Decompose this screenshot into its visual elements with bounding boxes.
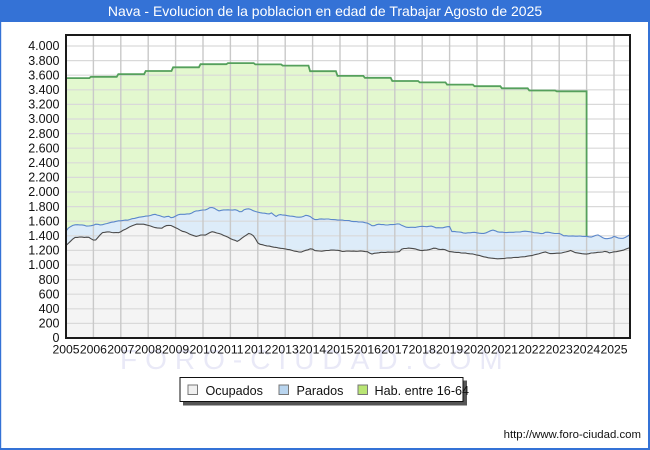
svg-text:1.800: 1.800 <box>28 200 59 214</box>
svg-text:200: 200 <box>39 317 60 331</box>
svg-text:2.800: 2.800 <box>28 127 59 141</box>
svg-text:2008: 2008 <box>135 343 162 357</box>
svg-text:Parados: Parados <box>297 384 344 398</box>
svg-text:2017: 2017 <box>381 343 408 357</box>
svg-text:2006: 2006 <box>80 343 107 357</box>
svg-text:1.200: 1.200 <box>28 244 59 258</box>
svg-text:2021: 2021 <box>491 343 518 357</box>
svg-text:2013: 2013 <box>272 343 299 357</box>
svg-text:2025: 2025 <box>600 343 627 357</box>
svg-text:2005: 2005 <box>52 343 79 357</box>
svg-text:1.600: 1.600 <box>28 214 59 228</box>
svg-text:0: 0 <box>53 331 60 345</box>
svg-text:1.000: 1.000 <box>28 258 59 272</box>
svg-text:2007: 2007 <box>107 343 134 357</box>
svg-text:Nava - Evolucion de la poblaci: Nava - Evolucion de la poblacion en edad… <box>108 3 543 19</box>
svg-text:2.400: 2.400 <box>28 156 59 170</box>
svg-text:3.200: 3.200 <box>28 98 59 112</box>
svg-text:Ocupados: Ocupados <box>206 384 263 398</box>
svg-text:2011: 2011 <box>217 343 243 357</box>
svg-text:2015: 2015 <box>326 343 353 357</box>
svg-text:2009: 2009 <box>162 343 189 357</box>
svg-text:2010: 2010 <box>189 343 216 357</box>
svg-text:http://www.foro-ciudad.com: http://www.foro-ciudad.com <box>504 429 641 441</box>
svg-text:2.600: 2.600 <box>28 141 59 155</box>
svg-text:2022: 2022 <box>518 343 545 357</box>
svg-text:2020: 2020 <box>463 343 490 357</box>
svg-text:600: 600 <box>39 287 60 301</box>
svg-text:2018: 2018 <box>409 343 436 357</box>
svg-text:800: 800 <box>39 273 60 287</box>
svg-text:2019: 2019 <box>436 343 463 357</box>
svg-text:2.000: 2.000 <box>28 185 59 199</box>
svg-text:3.600: 3.600 <box>28 68 59 82</box>
svg-text:2012: 2012 <box>244 343 271 357</box>
svg-text:FORO-CIUDAD.COM: FORO-CIUDAD.COM <box>120 344 511 375</box>
svg-text:4.000: 4.000 <box>28 39 59 53</box>
svg-text:2023: 2023 <box>546 343 573 357</box>
svg-text:3.400: 3.400 <box>28 83 59 97</box>
svg-text:3.000: 3.000 <box>28 112 59 126</box>
svg-text:2014: 2014 <box>299 343 326 357</box>
svg-text:Hab. entre 16-64: Hab. entre 16-64 <box>375 384 470 398</box>
svg-text:400: 400 <box>39 302 60 316</box>
svg-text:2.200: 2.200 <box>28 171 59 185</box>
svg-text:1.400: 1.400 <box>28 229 59 243</box>
svg-text:2024: 2024 <box>573 343 600 357</box>
svg-text:2016: 2016 <box>354 343 381 357</box>
svg-text:3.800: 3.800 <box>28 54 59 68</box>
